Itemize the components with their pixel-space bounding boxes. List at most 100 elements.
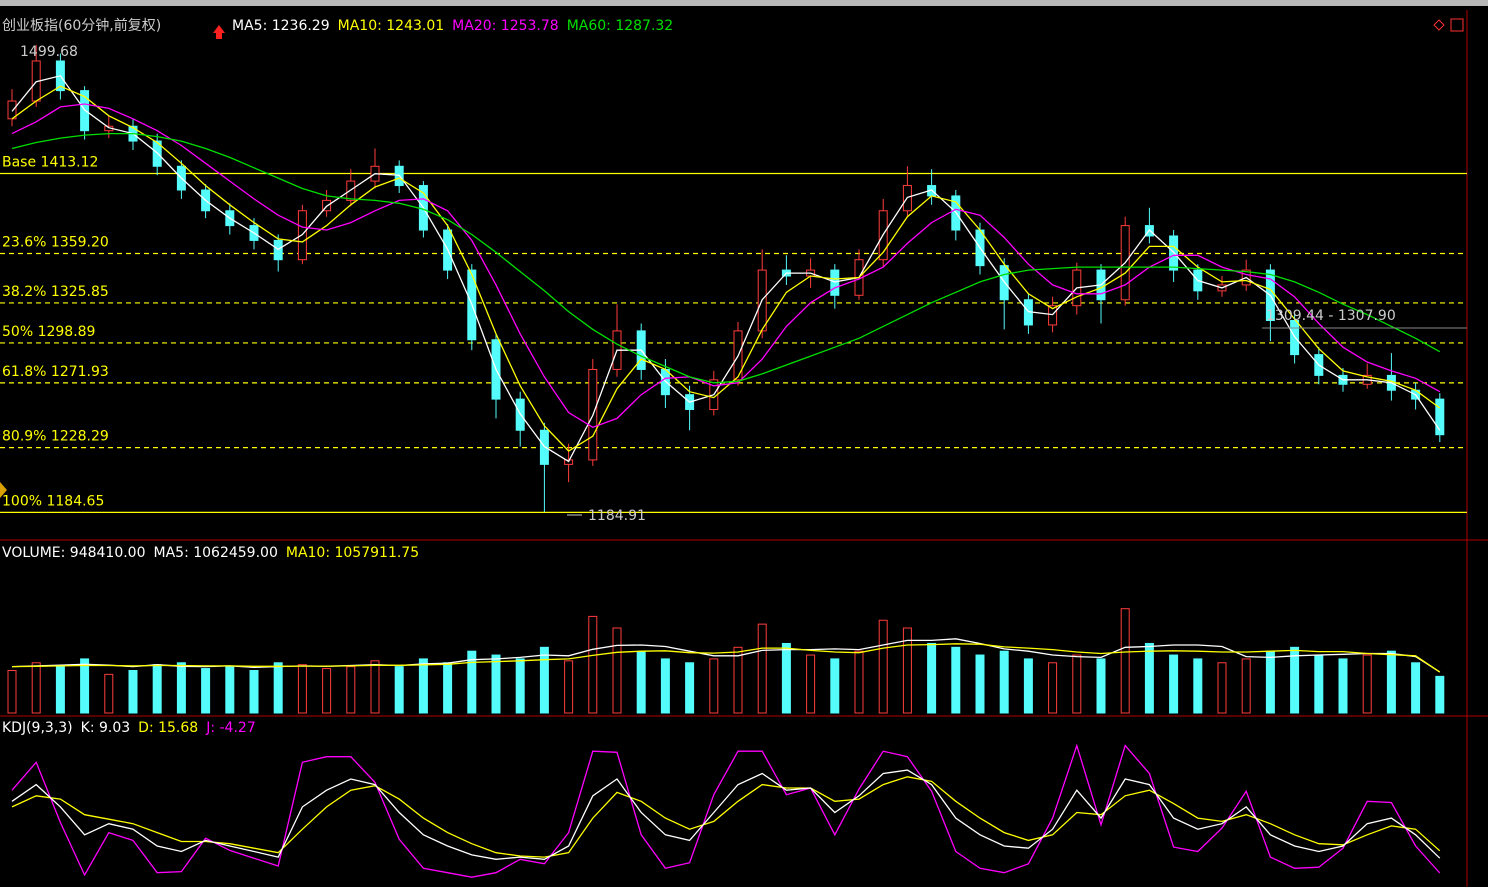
volume-bar [1411,662,1421,714]
volume-bar [370,660,380,714]
volume-bar [685,662,695,714]
volume-bar [225,666,235,714]
volume-bar [1314,654,1324,714]
fib-level-label: 50% 1298.89 [2,324,95,340]
volume-bar [951,646,961,714]
legend-entry: MA10: 1057911.75 [286,545,419,561]
volume-bar [104,673,114,714]
volume-bar [1072,654,1082,714]
volume-bar [612,627,622,714]
volume-bar [1096,658,1106,714]
panel-title: VOLUME: 948410.00 [2,545,146,561]
volume-bar [902,627,912,714]
volume-bar [660,658,670,714]
volume-bar [1193,658,1203,714]
volume-bar [1169,654,1179,714]
legend-entry: D: 15.68 [138,720,198,736]
volume-ma-line [11,638,1441,673]
chart-title: 创业板指(60分钟,前复权) [2,17,161,34]
moving-average-line [11,103,1441,429]
legend-entry: K: 9.03 [81,720,131,736]
volume-bar [806,654,816,714]
volume-bar [1144,642,1154,714]
signal-icon [213,25,225,39]
candle-body [1435,398,1445,436]
window-button[interactable] [1450,18,1464,32]
volume-bar [636,650,646,714]
volume-bar [1386,650,1396,714]
volume-bar [878,619,888,714]
panel-title: KDJ(9,3,3) [2,720,73,736]
volume-bar [176,662,186,714]
candle-body [273,239,283,261]
candle-body [7,100,17,120]
volume-bar [128,670,138,714]
moving-average-line [11,132,1441,384]
volume-bar [249,670,259,714]
volume-bar [394,666,404,714]
legend-entry: MA60: 1287.32 [567,18,674,34]
volume-bar [322,668,332,714]
fib-level-label: 23.6% 1359.20 [2,234,109,250]
indicator-line [11,776,1441,858]
volume-bar [757,623,767,714]
candle-body [1048,305,1058,326]
side-handle[interactable] [0,482,7,498]
volume-bar [781,642,791,714]
menu-strip [0,0,1488,6]
volume-bar [733,646,743,714]
legend-entry: MA5: 1062459.00 [154,545,278,561]
volume-bar [1023,658,1033,714]
volume-bar [588,615,598,714]
indicator-line [11,743,1441,878]
high-annotation: 1499.68 [20,44,78,60]
volume-bar [1241,658,1251,714]
fib-level-label: 61.8% 1271.93 [2,364,109,380]
volume-bar [927,642,937,714]
volume-bar [1362,654,1372,714]
moving-average-line [11,85,1441,452]
volume-bar [418,658,428,714]
volume-bar [999,650,1009,714]
volume-bar [1290,646,1300,714]
volume-bar [854,650,864,714]
indicator-line [11,769,1441,860]
legend-entry: J: -4.27 [205,720,256,736]
volume-bar [467,650,477,714]
volume-bar [152,664,162,714]
volume-bar [55,666,65,714]
moving-average-line [11,75,1441,463]
low-annotation: 1184.91 [588,508,646,524]
volume-bar [1048,662,1058,714]
volume-bar [443,662,453,714]
volume-bar [709,658,719,714]
volume-bar [1120,608,1130,714]
fib-level-label: 100% 1184.65 [2,493,104,509]
volume-bar [564,660,574,714]
volume-bar [80,658,90,714]
volume-bar [273,662,283,714]
volume-ma-line [11,643,1441,673]
volume-bar [1435,675,1445,714]
volume-bar [31,662,41,714]
fib-level-label: 38.2% 1325.85 [2,284,109,300]
volume-bar [201,668,211,714]
legend-entry: MA10: 1243.01 [338,18,445,34]
volume-bar [1338,658,1348,714]
fib-level-label: Base 1413.12 [2,155,98,171]
volume-bar [1265,650,1275,714]
window-button[interactable] [1433,19,1445,31]
volume-bar [975,654,985,714]
volume-bar [491,654,501,714]
volume-bar [1217,662,1227,714]
volume-bar [297,664,307,714]
volume-bar [830,658,840,714]
candle-body [830,269,840,296]
volume-bar [346,666,356,714]
volume-bar [539,646,549,714]
range-annotation: 1309.44 - 1307.90 [1266,308,1396,324]
fib-level-label: 80.9% 1228.29 [2,429,109,445]
